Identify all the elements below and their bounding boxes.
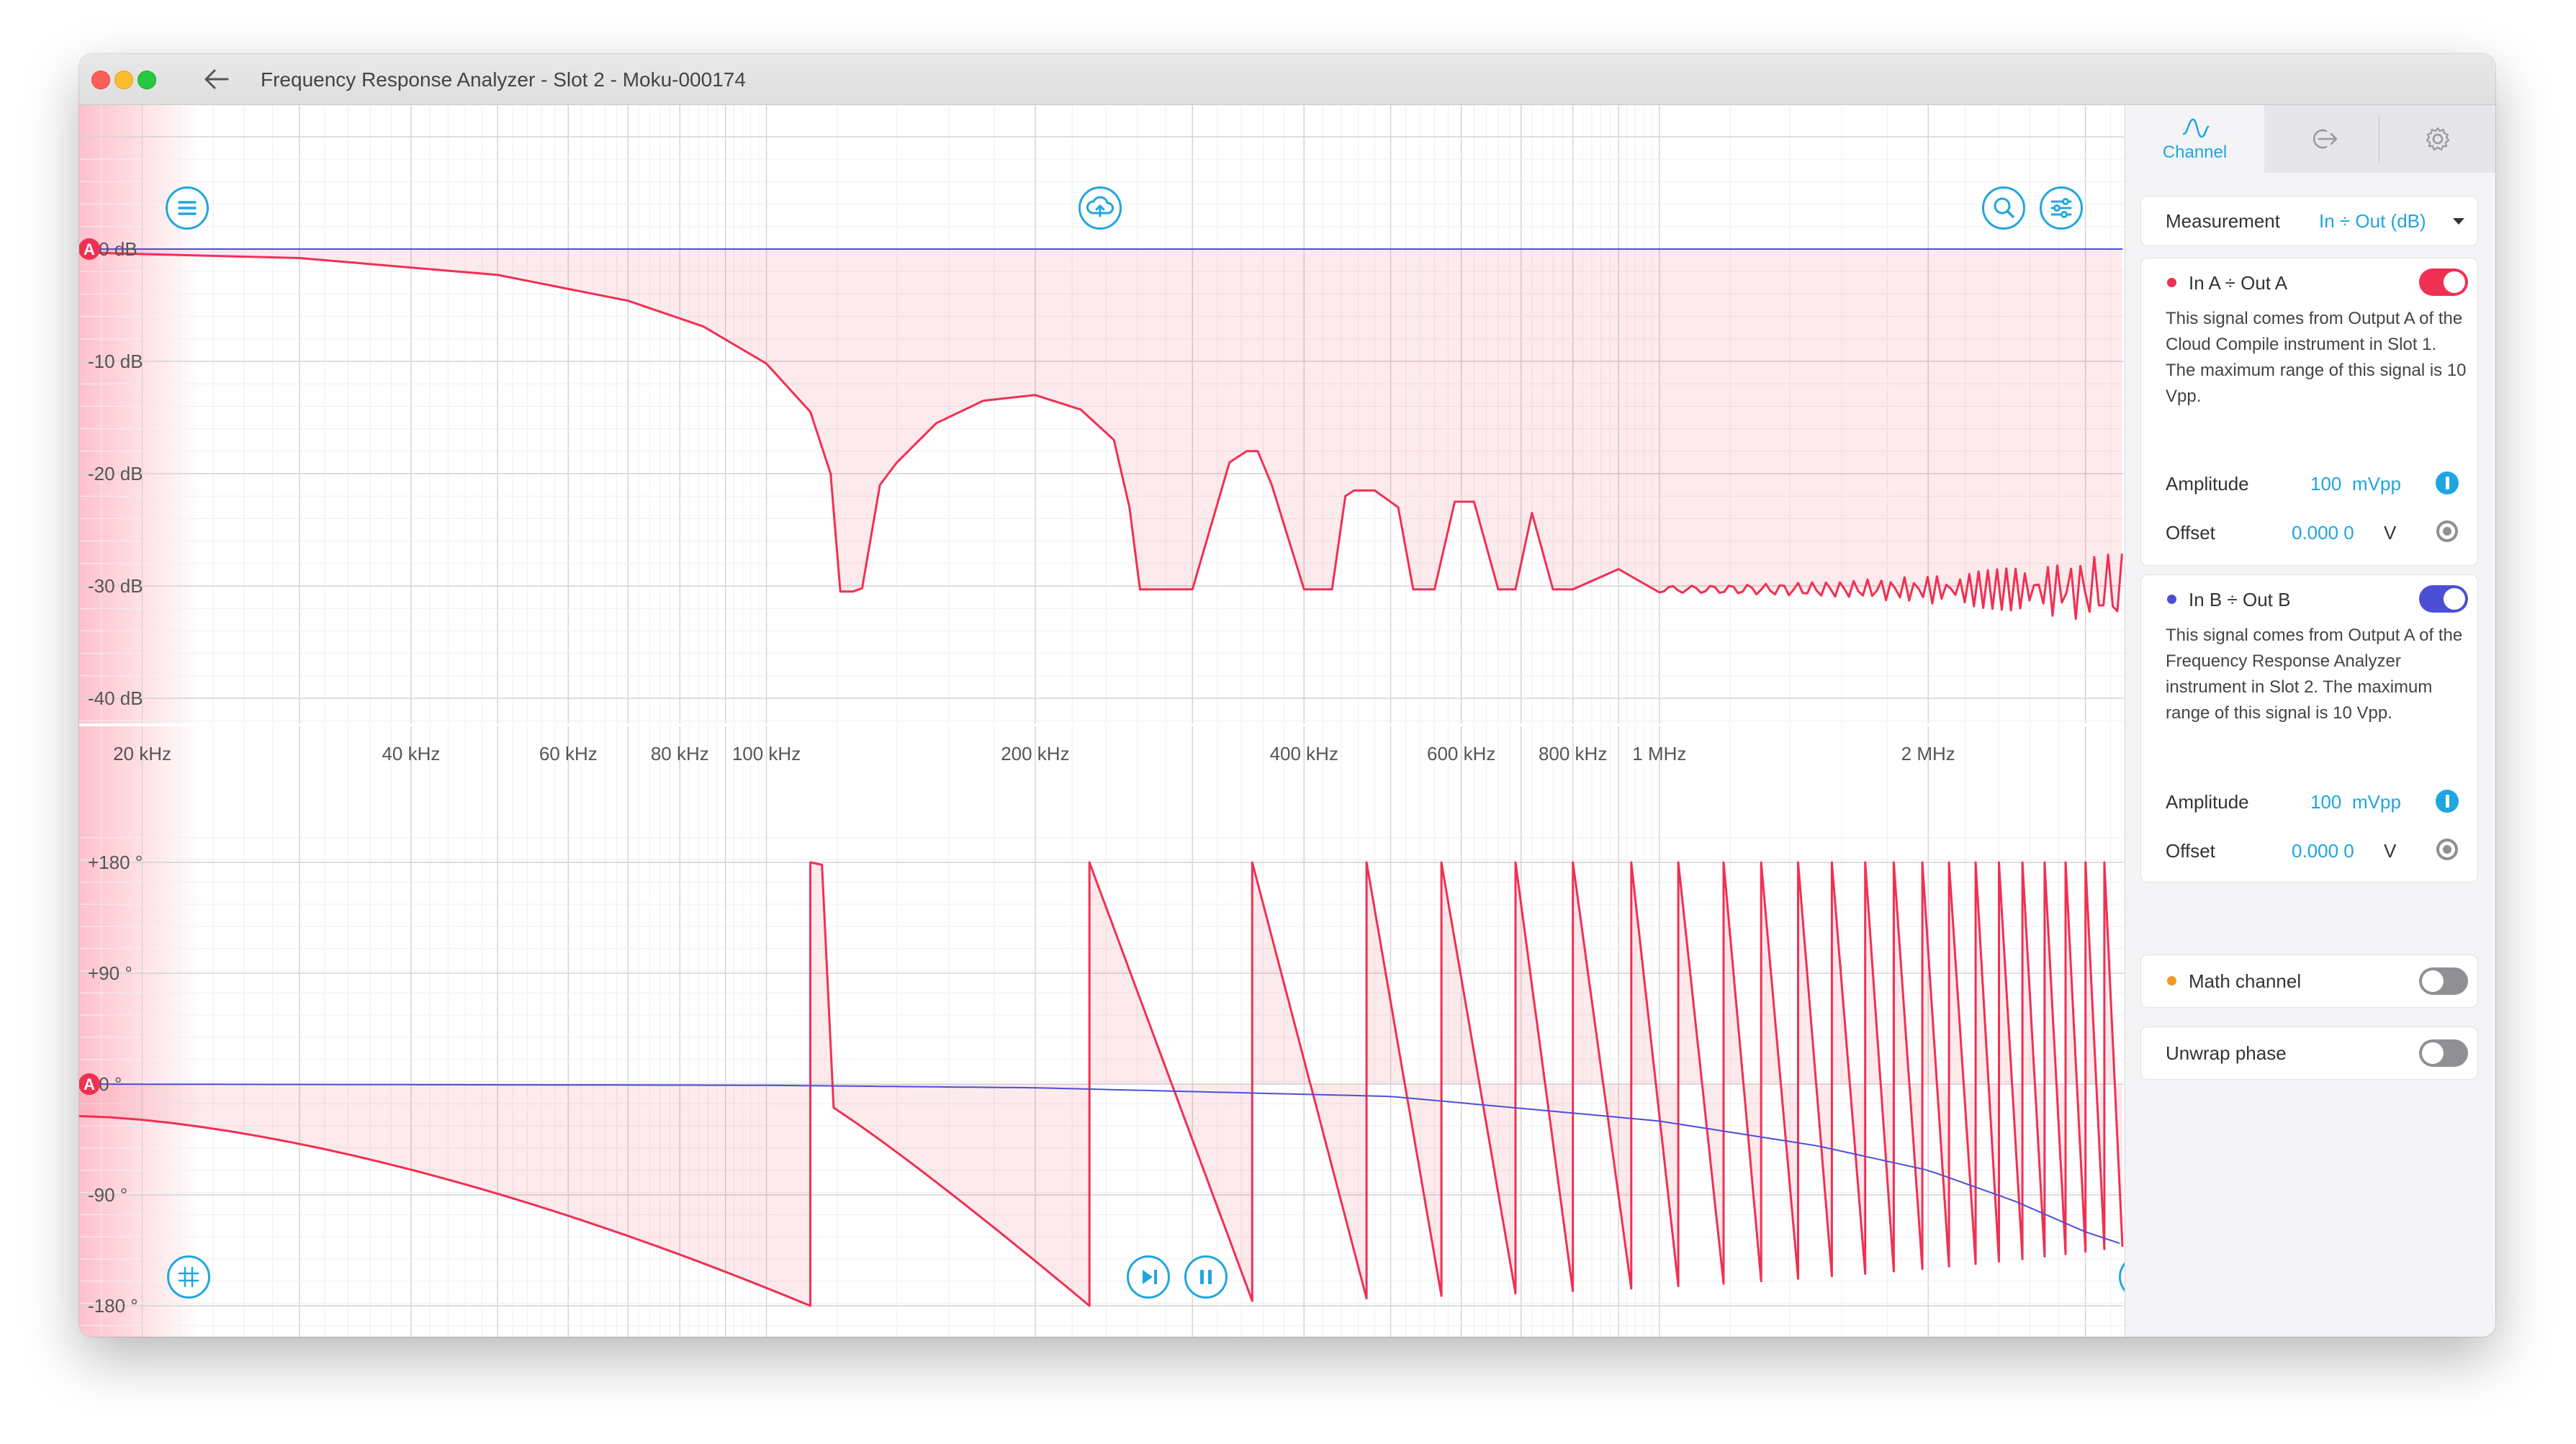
channel-a-offset-reset-icon[interactable]: [2436, 520, 2458, 542]
unwrap-phase-card: Unwrap phase: [2140, 1026, 2478, 1080]
channel-a-title: In A ÷ Out A: [2189, 272, 2288, 294]
tab-channel-label: Channel: [2162, 143, 2228, 162]
x-tick-label: 100 kHz: [732, 743, 801, 764]
sidebar: Channel Measurement In ÷ Out (dB): [2125, 105, 2495, 1337]
y-tick-label: -30 dB: [88, 575, 143, 597]
magnitude-a-trace: [79, 251, 2123, 621]
x-tick-label: 200 kHz: [1001, 743, 1069, 764]
channel-a-amplitude-info-icon[interactable]: [2436, 471, 2459, 495]
y-tick-label: -20 dB: [88, 463, 143, 484]
unwrap-phase-toggle[interactable]: [2419, 1039, 2468, 1067]
y-tick-label: -40 dB: [88, 687, 143, 709]
math-channel-label: Math channel: [2189, 970, 2302, 992]
close-window-button[interactable]: [91, 71, 110, 89]
magnitude-a-fill: [79, 249, 2122, 619]
channel-b-amplitude-value[interactable]: 100: [2310, 791, 2342, 813]
channel-b-offset-value[interactable]: 0.000 0: [2292, 840, 2354, 862]
channel-a-color-dot: [2167, 278, 2176, 287]
output-icon: [2313, 129, 2338, 149]
pause-button[interactable]: [1184, 1255, 1228, 1299]
channel-a-toggle[interactable]: [2419, 269, 2468, 296]
tab-settings[interactable]: [2379, 105, 2495, 173]
grid-toggle-button[interactable]: [167, 1255, 210, 1299]
waveform-icon: [2182, 118, 2210, 138]
channel-a-offset-value[interactable]: 0.000 0: [2292, 522, 2354, 543]
y-tick-label: -180 °: [88, 1295, 138, 1317]
channel-a-offset-label: Offset: [2166, 522, 2215, 543]
x-tick-label: 40 kHz: [382, 743, 440, 764]
tab-output[interactable]: [2264, 105, 2379, 173]
y-tick-label: -90 °: [88, 1184, 127, 1206]
channel-a-amplitude-value[interactable]: 100: [2310, 473, 2342, 495]
y-tick-label: +180 °: [88, 852, 143, 873]
channel-b-offset-reset-icon[interactable]: [2436, 839, 2458, 860]
reference-marker: [79, 1073, 100, 1095]
cloud-upload-icon: [1086, 196, 1114, 217]
step-icon: [1143, 1270, 1157, 1284]
app-window: Frequency Response Analyzer - Slot 2 - M…: [79, 54, 2495, 1337]
channel-b-amplitude-info-icon[interactable]: [2436, 790, 2459, 813]
frequency-response-plot[interactable]: 20 kHz 40 kHz 60 kHz 80 kHz 100 kHz 200 kHz 40…: [79, 105, 2124, 1337]
x-tick-label: 600 kHz: [1427, 743, 1495, 764]
grid-icon: [178, 1266, 199, 1288]
x-tick-label: 20 kHz: [113, 743, 171, 764]
math-channel-color-dot: [2167, 976, 2176, 985]
single-step-button[interactable]: [1127, 1255, 1170, 1299]
back-arrow-icon[interactable]: [202, 67, 230, 91]
menu-button[interactable]: [166, 186, 209, 230]
reference-marker-label: A: [84, 1075, 95, 1093]
window-title: Frequency Response Analyzer - Slot 2 - M…: [261, 68, 746, 91]
x-tick-label: 400 kHz: [1270, 743, 1338, 764]
channel-a-offset-unit: V: [2384, 522, 2397, 543]
channel-b-color-dot: [2167, 595, 2176, 604]
measurement-select[interactable]: In ÷ Out (dB): [2319, 210, 2426, 232]
title-bar: Frequency Response Analyzer - Slot 2 - M…: [79, 54, 2495, 105]
cloud-upload-button[interactable]: [1078, 186, 1122, 230]
channel-a-amplitude-label: Amplitude: [2166, 473, 2249, 495]
zoom-icon: [1994, 197, 2014, 218]
pause-icon: [1200, 1270, 1212, 1284]
measurement-label: Measurement: [2166, 210, 2280, 232]
plot-area[interactable]: 20 kHz 40 kHz 60 kHz 80 kHz 100 kHz 200 kHz 40…: [79, 105, 2162, 1337]
settings-sliders-button[interactable]: [2040, 186, 2083, 230]
channel-b-offset-label: Offset: [2166, 840, 2215, 862]
menu-icon: [178, 201, 197, 215]
channel-b-amplitude-label: Amplitude: [2166, 791, 2249, 813]
channel-a-amplitude-unit: mVpp: [2352, 473, 2401, 495]
math-channel-toggle[interactable]: [2419, 967, 2468, 995]
unwrap-phase-label: Unwrap phase: [2166, 1042, 2287, 1064]
channel-b-amplitude-unit: mVpp: [2352, 791, 2401, 813]
zoom-button[interactable]: [1982, 186, 2025, 230]
channel-b-title: In B ÷ Out B: [2189, 589, 2291, 610]
y-tick-label: +90 °: [88, 962, 132, 984]
x-tick-label: 80 kHz: [651, 743, 709, 764]
channel-a-description: This signal comes from Output A of the C…: [2166, 309, 2467, 406]
channel-b-description: This signal comes from Output A of the F…: [2166, 626, 2463, 723]
channel-b-toggle[interactable]: [2419, 585, 2468, 613]
channel-b-offset-unit: V: [2384, 840, 2397, 862]
channel-a-card: In A ÷ Out A This signal comes from Outp…: [2140, 258, 2478, 566]
sliders-icon: [2050, 198, 2072, 218]
reference-marker-label: A: [84, 240, 95, 258]
phase-b-trace: [79, 1083, 2120, 1245]
x-tick-label: 2 MHz: [1901, 743, 1955, 764]
gear-icon: [2426, 127, 2450, 151]
x-tick-label: 800 kHz: [1539, 743, 1607, 764]
sidebar-tabs: Channel: [2125, 105, 2495, 173]
math-channel-card: Math channel: [2140, 955, 2478, 1008]
tab-channel[interactable]: Channel: [2125, 105, 2264, 173]
y-tick-label: -10 dB: [88, 351, 143, 372]
x-tick-label: 60 kHz: [539, 743, 598, 764]
reference-marker: [79, 238, 100, 260]
phase-a-trace: [79, 861, 2124, 1307]
phase-a-fill: [79, 862, 2122, 1306]
chevron-down-icon[interactable]: [2453, 218, 2464, 225]
x-tick-label: 1 MHz: [1632, 743, 1686, 764]
channel-b-card: In B ÷ Out B This signal comes from Outp…: [2140, 574, 2478, 883]
measurement-card: Measurement In ÷ Out (dB): [2140, 196, 2478, 246]
minimize-window-button[interactable]: [114, 71, 133, 89]
maximize-window-button[interactable]: [138, 71, 156, 89]
